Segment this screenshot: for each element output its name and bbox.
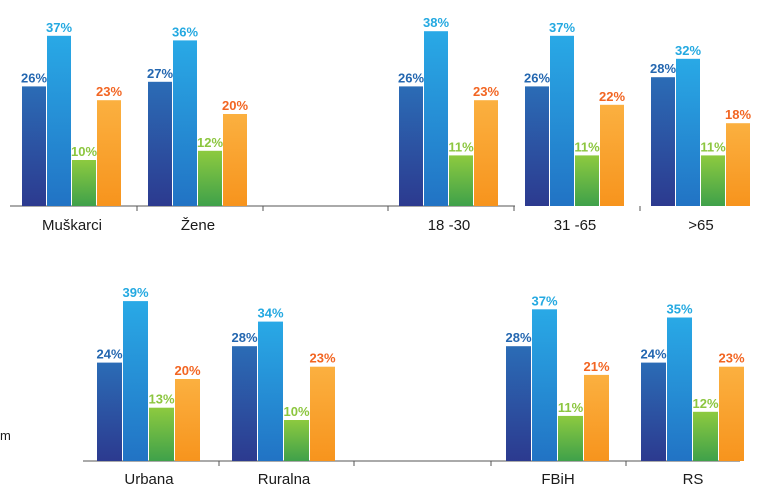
data-label-green: 10% — [71, 144, 97, 159]
data-label-light-blue: 38% — [423, 15, 449, 30]
bar-dark-blue — [232, 346, 257, 461]
category-label: Muškarci — [42, 217, 102, 234]
bar-light-blue — [123, 301, 148, 461]
bar-light-blue — [550, 35, 574, 206]
data-label-orange: 18% — [725, 107, 751, 122]
category-label: RS — [683, 471, 704, 488]
bar-green — [449, 155, 473, 206]
chart-demographics-top: 26% 37% 10% 23% Muškarci 27% 36% 12% 20% Žene 26% 3… — [10, 15, 751, 234]
data-label-orange: 22% — [599, 89, 625, 104]
data-label-dark-blue: 24% — [96, 347, 122, 362]
data-label-dark-blue: 26% — [398, 70, 424, 85]
bar-orange — [310, 366, 335, 461]
data-label-light-blue: 39% — [122, 285, 148, 300]
data-label-green: 12% — [197, 135, 223, 150]
bar-green — [284, 420, 309, 461]
data-label-orange: 23% — [96, 84, 122, 99]
bar-green — [72, 160, 96, 206]
data-label-dark-blue: 26% — [21, 70, 47, 85]
bar-light-blue — [47, 35, 71, 206]
bar-dark-blue — [399, 86, 423, 206]
data-label-light-blue: 34% — [257, 306, 283, 321]
data-label-green: 11% — [558, 400, 584, 415]
bar-orange — [223, 114, 247, 206]
bar-dark-blue — [641, 362, 666, 461]
data-label-light-blue: 32% — [675, 43, 701, 58]
data-label-dark-blue: 24% — [640, 347, 666, 362]
data-label-dark-blue: 26% — [524, 70, 550, 85]
bar-light-blue — [532, 309, 557, 461]
data-label-orange: 20% — [174, 363, 200, 378]
chart-region-bottom: 24%39%13%20%Urbana28%34%10%23%Ruralna28%… — [83, 285, 745, 488]
data-label-dark-blue: 28% — [650, 61, 676, 76]
category-label: Urbana — [124, 471, 174, 488]
bar-orange — [175, 379, 200, 461]
data-label-orange: 23% — [309, 351, 335, 366]
data-label-orange: 21% — [583, 359, 609, 374]
bar-green — [558, 415, 583, 461]
bar-orange — [474, 100, 498, 206]
data-label-dark-blue: 27% — [147, 66, 173, 81]
category-label: >65 — [688, 217, 713, 234]
bar-green — [575, 155, 599, 206]
category-label: 31 -65 — [554, 217, 597, 234]
data-label-green: 11% — [700, 139, 726, 154]
data-label-light-blue: 37% — [549, 20, 575, 35]
bar-orange — [584, 374, 609, 461]
data-label-orange: 20% — [222, 98, 248, 113]
data-label-light-blue: 35% — [666, 302, 692, 317]
data-label-light-blue: 37% — [46, 20, 72, 35]
bar-dark-blue — [22, 86, 46, 206]
bar-orange — [600, 104, 624, 206]
data-label-orange: 23% — [473, 84, 499, 99]
bar-dark-blue — [148, 81, 172, 206]
bar-dark-blue — [651, 77, 675, 206]
bar-green — [198, 150, 222, 206]
bar-green — [701, 155, 725, 206]
data-label-green: 11% — [574, 139, 600, 154]
bar-light-blue — [667, 317, 692, 461]
bar-dark-blue — [525, 86, 549, 206]
bar-orange — [97, 100, 121, 206]
bar-dark-blue — [97, 362, 122, 461]
bar-light-blue — [258, 321, 283, 461]
bar-green — [693, 411, 718, 461]
data-label-dark-blue: 28% — [231, 330, 257, 345]
data-label-green: 13% — [148, 392, 174, 407]
category-label: 18 -30 — [428, 217, 471, 234]
bar-orange — [726, 123, 750, 206]
data-label-green: 12% — [692, 396, 718, 411]
data-label-orange: 23% — [718, 351, 744, 366]
bar-orange — [719, 366, 744, 461]
bar-light-blue — [676, 58, 700, 206]
data-label-light-blue: 37% — [531, 293, 557, 308]
data-label-green: 11% — [448, 139, 474, 154]
bar-dark-blue — [506, 346, 531, 461]
data-label-dark-blue: 28% — [505, 330, 531, 345]
bar-green — [149, 407, 174, 461]
stray-text: m — [0, 428, 11, 443]
category-label: Ruralna — [258, 471, 311, 488]
bar-light-blue — [424, 31, 448, 207]
category-label: FBiH — [541, 471, 574, 488]
category-label: Žene — [181, 217, 215, 234]
bar-light-blue — [173, 40, 197, 207]
data-label-light-blue: 36% — [172, 24, 198, 39]
data-label-green: 10% — [283, 404, 309, 419]
